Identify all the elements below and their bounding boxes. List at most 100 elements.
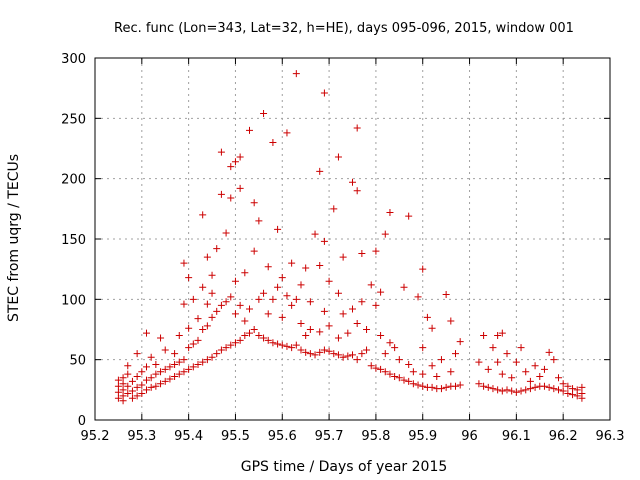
data-point: [175, 358, 183, 366]
data-point: [531, 383, 539, 391]
data-point: [498, 370, 506, 378]
data-point: [292, 341, 300, 349]
data-point: [143, 363, 150, 371]
data-point: [508, 387, 516, 395]
data-point: [564, 382, 572, 390]
data-point: [147, 353, 155, 361]
data-point: [180, 356, 188, 364]
data-point: [386, 208, 394, 216]
data-point: [283, 129, 291, 137]
data-point: [175, 370, 183, 378]
data-point: [536, 373, 544, 381]
data-point: [278, 313, 286, 321]
data-point: [559, 387, 567, 395]
data-point: [189, 295, 197, 303]
data-point: [171, 360, 179, 368]
data-point: [128, 394, 136, 402]
data-point: [133, 373, 141, 381]
x-tick-label: 96: [461, 429, 478, 444]
y-tick-label: 200: [61, 173, 86, 188]
data-point: [386, 370, 394, 378]
data-point: [363, 346, 371, 354]
y-tick-label: 100: [61, 293, 86, 308]
data-point: [480, 382, 488, 390]
data-point: [231, 310, 239, 318]
data-point: [311, 230, 319, 238]
data-point: [578, 383, 586, 391]
data-point: [372, 364, 380, 372]
data-point: [353, 319, 361, 327]
data-point: [330, 350, 338, 358]
data-point: [545, 348, 553, 356]
data-point: [508, 374, 516, 382]
data-point: [358, 350, 366, 358]
data-point: [540, 382, 548, 390]
data-point: [143, 376, 150, 384]
data-point: [316, 328, 324, 336]
data-point: [143, 386, 150, 394]
data-point: [522, 368, 530, 376]
x-tick-label: 95.3: [127, 429, 156, 444]
x-tick-label: 96.2: [549, 429, 578, 444]
data-point: [400, 376, 408, 384]
data-point: [353, 356, 361, 364]
data-point: [517, 387, 525, 395]
data-point: [414, 293, 422, 301]
data-point: [484, 365, 492, 373]
data-point: [217, 346, 225, 354]
data-point: [250, 326, 258, 333]
y-tick-label: 150: [61, 233, 86, 248]
data-point: [264, 310, 272, 318]
data-point: [442, 383, 450, 391]
data-point: [437, 356, 445, 364]
data-point: [531, 362, 539, 370]
data-point: [494, 386, 502, 394]
data-point: [419, 344, 427, 352]
data-point: [269, 138, 277, 146]
data-point: [199, 358, 207, 366]
data-point: [231, 339, 239, 347]
data-point: [353, 124, 361, 132]
y-axis-title: STEC from uqrg / TECUs: [6, 154, 22, 322]
data-point: [442, 291, 450, 299]
data-point: [320, 307, 328, 315]
data-point: [231, 158, 239, 166]
data-point: [114, 376, 122, 384]
data-point: [555, 374, 562, 382]
data-point: [199, 283, 207, 291]
data-point: [255, 217, 263, 225]
data-point: [367, 362, 375, 370]
data-point: [400, 283, 408, 291]
data-point: [306, 350, 314, 358]
data-point: [114, 382, 122, 390]
data-point: [306, 326, 314, 333]
data-point: [241, 269, 249, 277]
data-point: [288, 259, 296, 267]
data-point: [208, 289, 216, 297]
y-tick-label: 50: [69, 354, 86, 369]
data-point: [246, 329, 253, 337]
data-point: [386, 339, 394, 347]
data-point: [180, 300, 188, 308]
data-point: [152, 382, 160, 390]
data-point: [147, 383, 155, 391]
data-point: [246, 305, 253, 313]
data-point: [316, 167, 324, 175]
data-point: [503, 386, 511, 394]
data-point: [405, 212, 413, 220]
y-tick-label: 0: [78, 414, 86, 429]
data-point: [334, 351, 342, 359]
x-tick-label: 95.7: [315, 429, 344, 444]
data-point: [241, 332, 249, 340]
data-point: [222, 298, 230, 306]
data-point: [161, 365, 169, 373]
data-point: [269, 295, 277, 303]
data-point: [236, 301, 244, 309]
data-point: [217, 301, 225, 309]
data-point: [555, 386, 562, 394]
x-tick-label: 95.8: [361, 429, 390, 444]
data-point: [419, 265, 427, 273]
data-point: [231, 277, 239, 285]
data-point: [264, 263, 272, 271]
